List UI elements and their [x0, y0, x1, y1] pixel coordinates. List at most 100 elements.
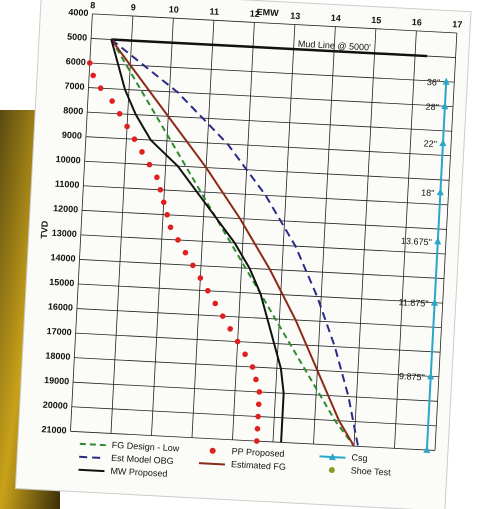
data-point	[97, 85, 104, 91]
legend-swatch	[209, 447, 216, 454]
x-tick-label: 12	[250, 9, 261, 20]
data-point	[219, 313, 226, 319]
paper-sheet	[14, 0, 472, 509]
paper: EMW TVD 8 9 10 11 12 13 14 15 16 17 4000 5000 6000 70…	[14, 0, 472, 509]
x-axis-title: EMW	[256, 7, 279, 18]
x-tick-label: 9	[131, 2, 137, 12]
y-tick-label: 16000	[48, 301, 74, 312]
data-point	[423, 446, 431, 454]
legend-label: MW Proposed	[110, 466, 167, 479]
y-tick-label: 21000	[41, 424, 67, 435]
grid-line	[353, 28, 377, 447]
y-tick-label: 20000	[43, 400, 69, 411]
casing-label: 13.675"	[401, 236, 432, 248]
legend-swatch	[328, 453, 336, 461]
data-point	[182, 249, 189, 256]
casing-label: 11.875"	[398, 297, 429, 309]
data-point	[139, 149, 145, 155]
grid-line	[434, 32, 458, 451]
y-tick-label: 13000	[52, 228, 78, 239]
data-point	[256, 389, 263, 395]
y-tick-label: 17000	[46, 326, 72, 337]
grid-line	[89, 62, 455, 83]
y-axis-title: TVD	[39, 220, 50, 239]
data-point	[167, 224, 174, 231]
legend-label: PP Proposed	[231, 446, 284, 459]
data-point	[430, 298, 438, 306]
legend-swatch	[79, 455, 106, 460]
legend-swatch	[198, 462, 226, 466]
grid-line	[394, 30, 417, 449]
y-tick-label: 7000	[64, 81, 85, 92]
legend-label: FG Design - Low	[112, 440, 180, 454]
data-point	[164, 211, 170, 218]
grid-line	[76, 308, 442, 329]
legend-label: Shoe Test	[351, 465, 392, 477]
y-tick-label: 10000	[55, 154, 81, 165]
grid-line	[82, 209, 447, 230]
legend-label: Estimated FG	[231, 459, 286, 472]
grid-line	[87, 111, 452, 132]
grid-line	[73, 381, 438, 402]
grid-line	[80, 234, 446, 255]
data-point	[197, 275, 204, 281]
grid-line	[232, 22, 255, 440]
grid-line	[151, 18, 174, 436]
grid-line	[79, 259, 445, 279]
casing-label: 22"	[423, 138, 437, 149]
data-point	[253, 376, 259, 383]
legend-label: Est Model OBG	[111, 453, 174, 466]
data-point	[255, 401, 262, 408]
casing-label: 28"	[425, 102, 439, 113]
data-point	[442, 77, 450, 85]
data-point	[86, 60, 93, 66]
data-point	[131, 136, 138, 143]
y-tick-label: 4000	[68, 7, 89, 18]
data-point	[124, 123, 130, 130]
legend-swatch	[79, 442, 106, 447]
casing-label: 9.875"	[399, 371, 425, 382]
y-tick-label: 12000	[53, 203, 79, 214]
casing-label: 18"	[421, 188, 435, 199]
grid-line	[84, 160, 450, 181]
grid-line	[71, 406, 437, 427]
data-point	[160, 199, 167, 206]
data-point	[234, 338, 241, 345]
data-point	[109, 98, 115, 104]
x-tick-label: 14	[331, 13, 342, 24]
grid-line	[191, 20, 215, 438]
grid-line	[83, 185, 448, 206]
x-tick-label: 16	[412, 17, 423, 28]
data-point	[439, 139, 447, 147]
legend-label: Csg	[351, 452, 368, 463]
x-tick-label: 15	[371, 15, 382, 26]
data-point	[227, 326, 233, 332]
grid-line	[110, 15, 134, 434]
data-point	[205, 287, 211, 294]
y-tick-label: 8000	[63, 105, 84, 116]
legend-swatch	[328, 467, 335, 474]
grid-line	[70, 430, 436, 451]
x-tick-label: 11	[209, 6, 219, 16]
grid-line	[85, 136, 451, 157]
y-tick-label: 9000	[62, 130, 83, 141]
data-point	[154, 174, 160, 181]
grid-line	[313, 26, 336, 445]
grid-line	[70, 13, 93, 432]
series-line	[110, 38, 355, 447]
data-point	[249, 364, 256, 370]
data-point	[90, 72, 96, 79]
data-point	[434, 237, 442, 245]
series-line	[110, 38, 360, 447]
y-tick-label: 19000	[44, 375, 70, 386]
series-line	[425, 81, 448, 451]
casing-label: 36"	[427, 77, 441, 88]
y-tick-label: 5000	[67, 32, 88, 43]
x-tick-label: 17	[452, 19, 463, 30]
grid-line	[92, 13, 457, 34]
y-tick-label: 6000	[66, 56, 87, 67]
data-point	[427, 372, 435, 380]
legend-swatch	[78, 468, 105, 473]
y-tick-label: 11000	[55, 179, 80, 190]
